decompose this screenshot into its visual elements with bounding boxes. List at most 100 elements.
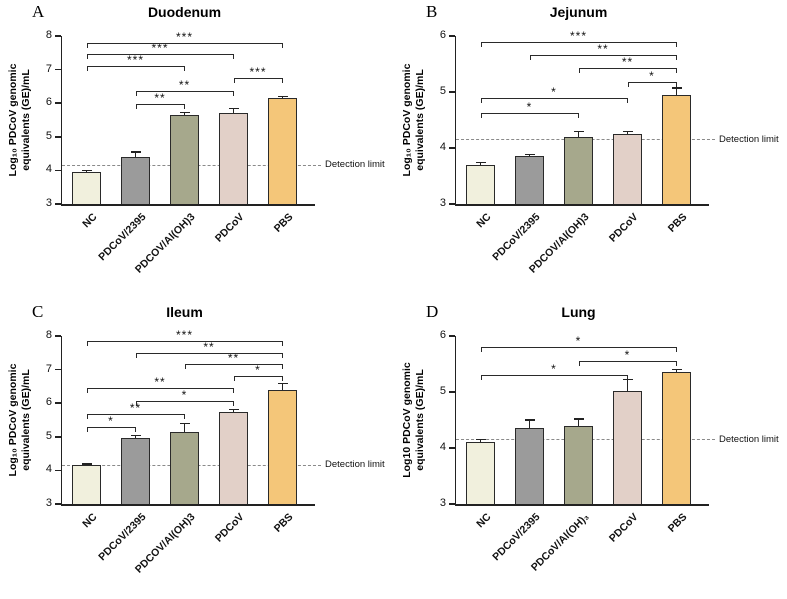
y-tick bbox=[55, 102, 61, 104]
y-tick bbox=[55, 35, 61, 37]
x-tick-label: PBS bbox=[665, 511, 689, 535]
error-bar-cap bbox=[277, 95, 288, 98]
x-tick-label: NC bbox=[473, 511, 493, 531]
error-bar-cap bbox=[622, 130, 633, 132]
bar bbox=[219, 411, 248, 504]
significance-bracket bbox=[86, 54, 234, 60]
error-bar bbox=[577, 131, 580, 137]
detection-limit-label: Detection limit bbox=[325, 159, 385, 171]
x-tick-label: PDCoV bbox=[606, 211, 640, 245]
y-tick-label: 8 bbox=[45, 29, 52, 41]
error-bar-cap bbox=[475, 161, 486, 164]
x-tick-label: PDCoV/Al(OH)₃ bbox=[528, 511, 591, 574]
significance-bracket bbox=[480, 375, 628, 381]
panel-lung: D Lung Log10 PDCoV genomic equivalents (… bbox=[396, 302, 785, 597]
significance-label: * bbox=[551, 84, 557, 99]
significance-label: * bbox=[575, 334, 582, 349]
x-axis-line bbox=[60, 504, 315, 506]
error-bar-cap bbox=[228, 107, 239, 110]
bar bbox=[170, 114, 199, 204]
significance-label: * bbox=[181, 388, 188, 403]
significance-bracket bbox=[86, 388, 234, 394]
error-bar bbox=[479, 439, 482, 443]
significance-label: * bbox=[551, 362, 557, 377]
y-tick-label: 3 bbox=[45, 197, 52, 209]
detection-limit-label: Detection limit bbox=[325, 459, 385, 471]
panel-letter: D bbox=[426, 302, 439, 321]
error-bar bbox=[281, 96, 284, 99]
error-bar bbox=[183, 112, 186, 115]
x-tick-label: PDCoV/2395 bbox=[489, 511, 542, 564]
significance-label: *** bbox=[175, 29, 193, 44]
significance-label: *** bbox=[569, 28, 587, 43]
detection-limit-label: Detection limit bbox=[719, 133, 779, 145]
panel-letter: C bbox=[32, 302, 44, 321]
y-tick-label: 5 bbox=[45, 129, 52, 142]
y-tick-label: 4 bbox=[45, 463, 52, 476]
significance-bracket bbox=[233, 78, 283, 84]
panel-letter: A bbox=[32, 2, 45, 21]
chart-title: Ileum bbox=[166, 304, 203, 320]
significance-label: *** bbox=[175, 328, 193, 343]
significance-label: * bbox=[108, 413, 114, 428]
x-tick-label: PBS bbox=[271, 211, 295, 235]
error-bar-cap bbox=[81, 463, 92, 465]
significance-label: ** bbox=[621, 55, 634, 70]
significance-label: *** bbox=[126, 53, 144, 68]
significance-label: * bbox=[649, 68, 655, 83]
y-tick bbox=[55, 136, 61, 138]
significance-label: * bbox=[624, 348, 631, 363]
error-bar-cap bbox=[573, 418, 584, 420]
significance-label: ** bbox=[178, 78, 191, 93]
x-tick-label: PDCoV/2395 bbox=[95, 511, 148, 564]
significance-bracket bbox=[184, 364, 283, 370]
y-tick-label: 6 bbox=[439, 329, 446, 341]
panel-jejunum: B Jejunum Log₁₀ PDCoV genomic equivalent… bbox=[396, 2, 785, 297]
y-tick bbox=[55, 402, 61, 404]
y-tick bbox=[55, 503, 61, 505]
y-tick-label: 4 bbox=[45, 163, 52, 176]
y-tick-label: 8 bbox=[45, 329, 52, 341]
error-bar-cap bbox=[524, 419, 535, 421]
significance-label: * bbox=[526, 100, 533, 115]
error-bar bbox=[134, 435, 137, 439]
significance-label: ** bbox=[203, 339, 215, 354]
x-tick-label: PDCoV bbox=[606, 511, 640, 545]
panel-duodenum: A Duodenum Log₁₀ PDCoV genomic equivalen… bbox=[2, 2, 391, 297]
bar bbox=[515, 156, 544, 204]
bar bbox=[72, 465, 101, 504]
x-tick-label: PDCOV/Al(OH)3 bbox=[132, 211, 197, 276]
plot-area: 3 4 5 6 Detection limit NC PDCoV/2395 PDCoV/Al(… bbox=[396, 302, 785, 597]
error-bar-cap bbox=[179, 111, 190, 113]
y-tick-label: 7 bbox=[45, 362, 52, 375]
x-tick-label: PDCOV/Al(OH)3 bbox=[526, 211, 591, 276]
plot-area: 3 4 5 6 7 8 Detection limit NC PDCoV/2395 PDCOV/A… bbox=[2, 2, 391, 297]
x-tick-label: PDCOV/Al(OH)3 bbox=[132, 511, 197, 576]
y-tick-label: 6 bbox=[45, 396, 52, 409]
y-tick bbox=[449, 447, 455, 449]
error-bar bbox=[675, 88, 678, 95]
error-bar bbox=[479, 162, 482, 165]
error-bar bbox=[281, 383, 284, 390]
x-axis-line bbox=[454, 204, 709, 206]
bar bbox=[268, 98, 297, 204]
error-bar bbox=[183, 423, 186, 432]
error-bar-cap bbox=[130, 151, 141, 153]
error-bar bbox=[577, 418, 580, 426]
error-bar bbox=[232, 409, 235, 412]
x-tick-label: PDCoV bbox=[212, 211, 246, 245]
y-tick-label: 4 bbox=[439, 141, 446, 153]
significance-label: ** bbox=[129, 400, 142, 415]
bar bbox=[613, 134, 642, 204]
x-tick-label: PBS bbox=[665, 211, 689, 235]
y-tick bbox=[449, 91, 455, 93]
detection-limit-label: Detection limit bbox=[719, 433, 779, 445]
bar bbox=[121, 156, 150, 204]
significance-label: * bbox=[255, 362, 261, 377]
error-bar bbox=[528, 154, 531, 157]
y-axis-line bbox=[60, 336, 62, 506]
error-bar bbox=[626, 131, 629, 134]
x-tick-label: PDCoV bbox=[212, 511, 246, 545]
significance-bracket bbox=[233, 375, 283, 381]
